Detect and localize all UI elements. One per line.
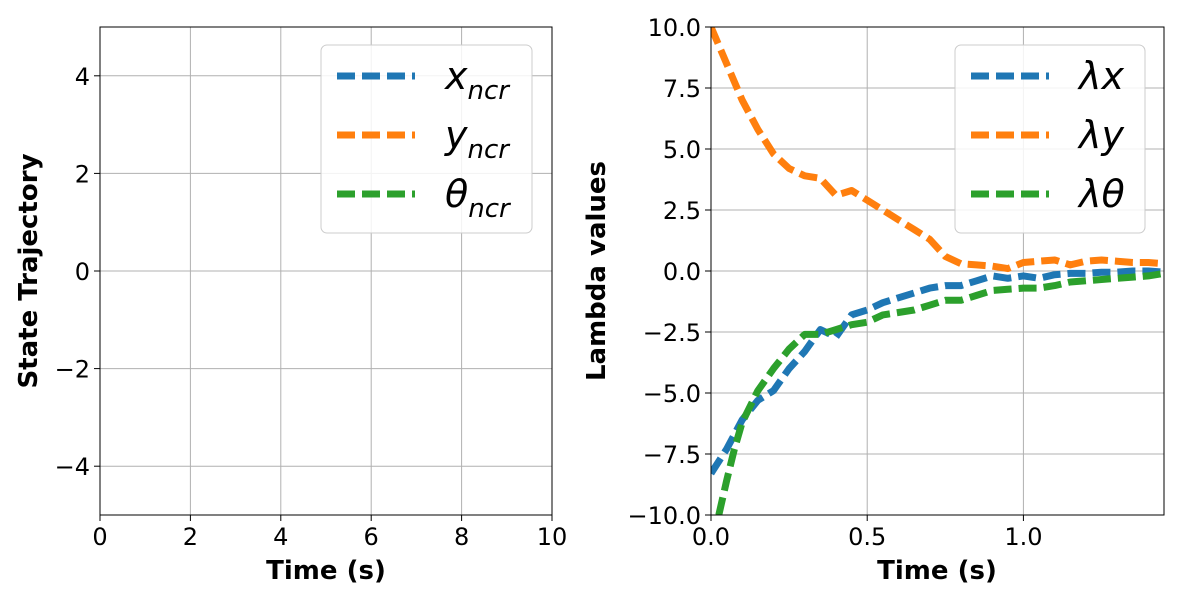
x-tick-label: 0 [92, 523, 107, 551]
y-tick-label: 4 [75, 63, 90, 91]
legend-label-subscript: ncr [468, 76, 512, 106]
legend-label-base: λx [1077, 54, 1124, 98]
y-tick-label: −7.5 [643, 441, 701, 469]
y-tick-label: −5.0 [643, 380, 701, 408]
y-axis-label: Lambda values [582, 161, 612, 381]
y-tick-label: 2 [75, 160, 90, 188]
series-line-2 [715, 269, 1164, 515]
series-lines [711, 27, 1164, 515]
legend-box [954, 44, 1146, 234]
x-tick-label: 6 [364, 523, 379, 551]
y-tick-label: −2 [55, 356, 90, 384]
legend-label-0: λx [1077, 54, 1124, 98]
x-tick-label: 4 [273, 523, 288, 551]
series-line-1 [711, 27, 1164, 273]
legend-label-2: λθ [1077, 172, 1125, 216]
y-tick-label: 7.5 [663, 75, 701, 103]
axis-ticks: 0 2 4 6 8 10 −4 −2 0 2 4 [55, 63, 568, 551]
y-tick-label: 0 [75, 258, 90, 286]
axis-ticks: 0.0 0.5 1.0 −10.0 −7.5 −5.0 −2.5 0.0 2.5 5.0 7.5 10… [627, 14, 1042, 551]
x-tick-label: 1.0 [1004, 523, 1042, 551]
x-tick-label: 10 [537, 523, 568, 551]
legend-label-1: λy [1077, 113, 1124, 157]
x-tick-label: 8 [454, 523, 469, 551]
legend-label-2: θncr [445, 172, 512, 224]
y-tick-label: −10.0 [627, 502, 701, 530]
x-tick-label: 2 [183, 523, 198, 551]
legend-label-base: λy [1077, 113, 1124, 157]
legend-label-base: θ [445, 172, 468, 216]
y-tick-label: −2.5 [643, 319, 701, 347]
y-tick-label: 5.0 [663, 136, 701, 164]
y-tick-label: 0.0 [663, 258, 701, 286]
x-axis-label: Time (s) [877, 556, 997, 586]
y-tick-label: −4 [55, 453, 90, 481]
legend-label-base: λθ [1077, 172, 1125, 216]
legend-box [320, 44, 533, 234]
x-tick-label: 0.5 [848, 523, 886, 551]
y-tick-label: 2.5 [663, 197, 701, 225]
y-axis-label: State Trajectory [14, 153, 44, 388]
legend-label-subscript: ncr [468, 135, 512, 165]
lambda-values-plot: 0.0 0.5 1.0 −10.0 −7.5 −5.0 −2.5 0.0 2.5 5.0 7.5 10… [582, 14, 1165, 586]
legend-label-0: xncr [444, 54, 511, 106]
x-axis-label: Time (s) [266, 556, 386, 586]
legend-label-1: yncr [444, 113, 511, 165]
legend-label-base: x [444, 54, 468, 98]
legend: λx λy λθ [954, 44, 1146, 234]
state-trajectory-plot: 0 2 4 6 8 10 −4 −2 0 2 4 Time (s) State Trajectory… [14, 26, 568, 586]
y-tick-label: 10.0 [648, 14, 701, 42]
legend-label-base: y [444, 113, 468, 157]
legend-label-subscript: ncr [468, 194, 512, 224]
x-tick-label: 0.0 [692, 523, 730, 551]
series-line-0 [711, 267, 1164, 476]
